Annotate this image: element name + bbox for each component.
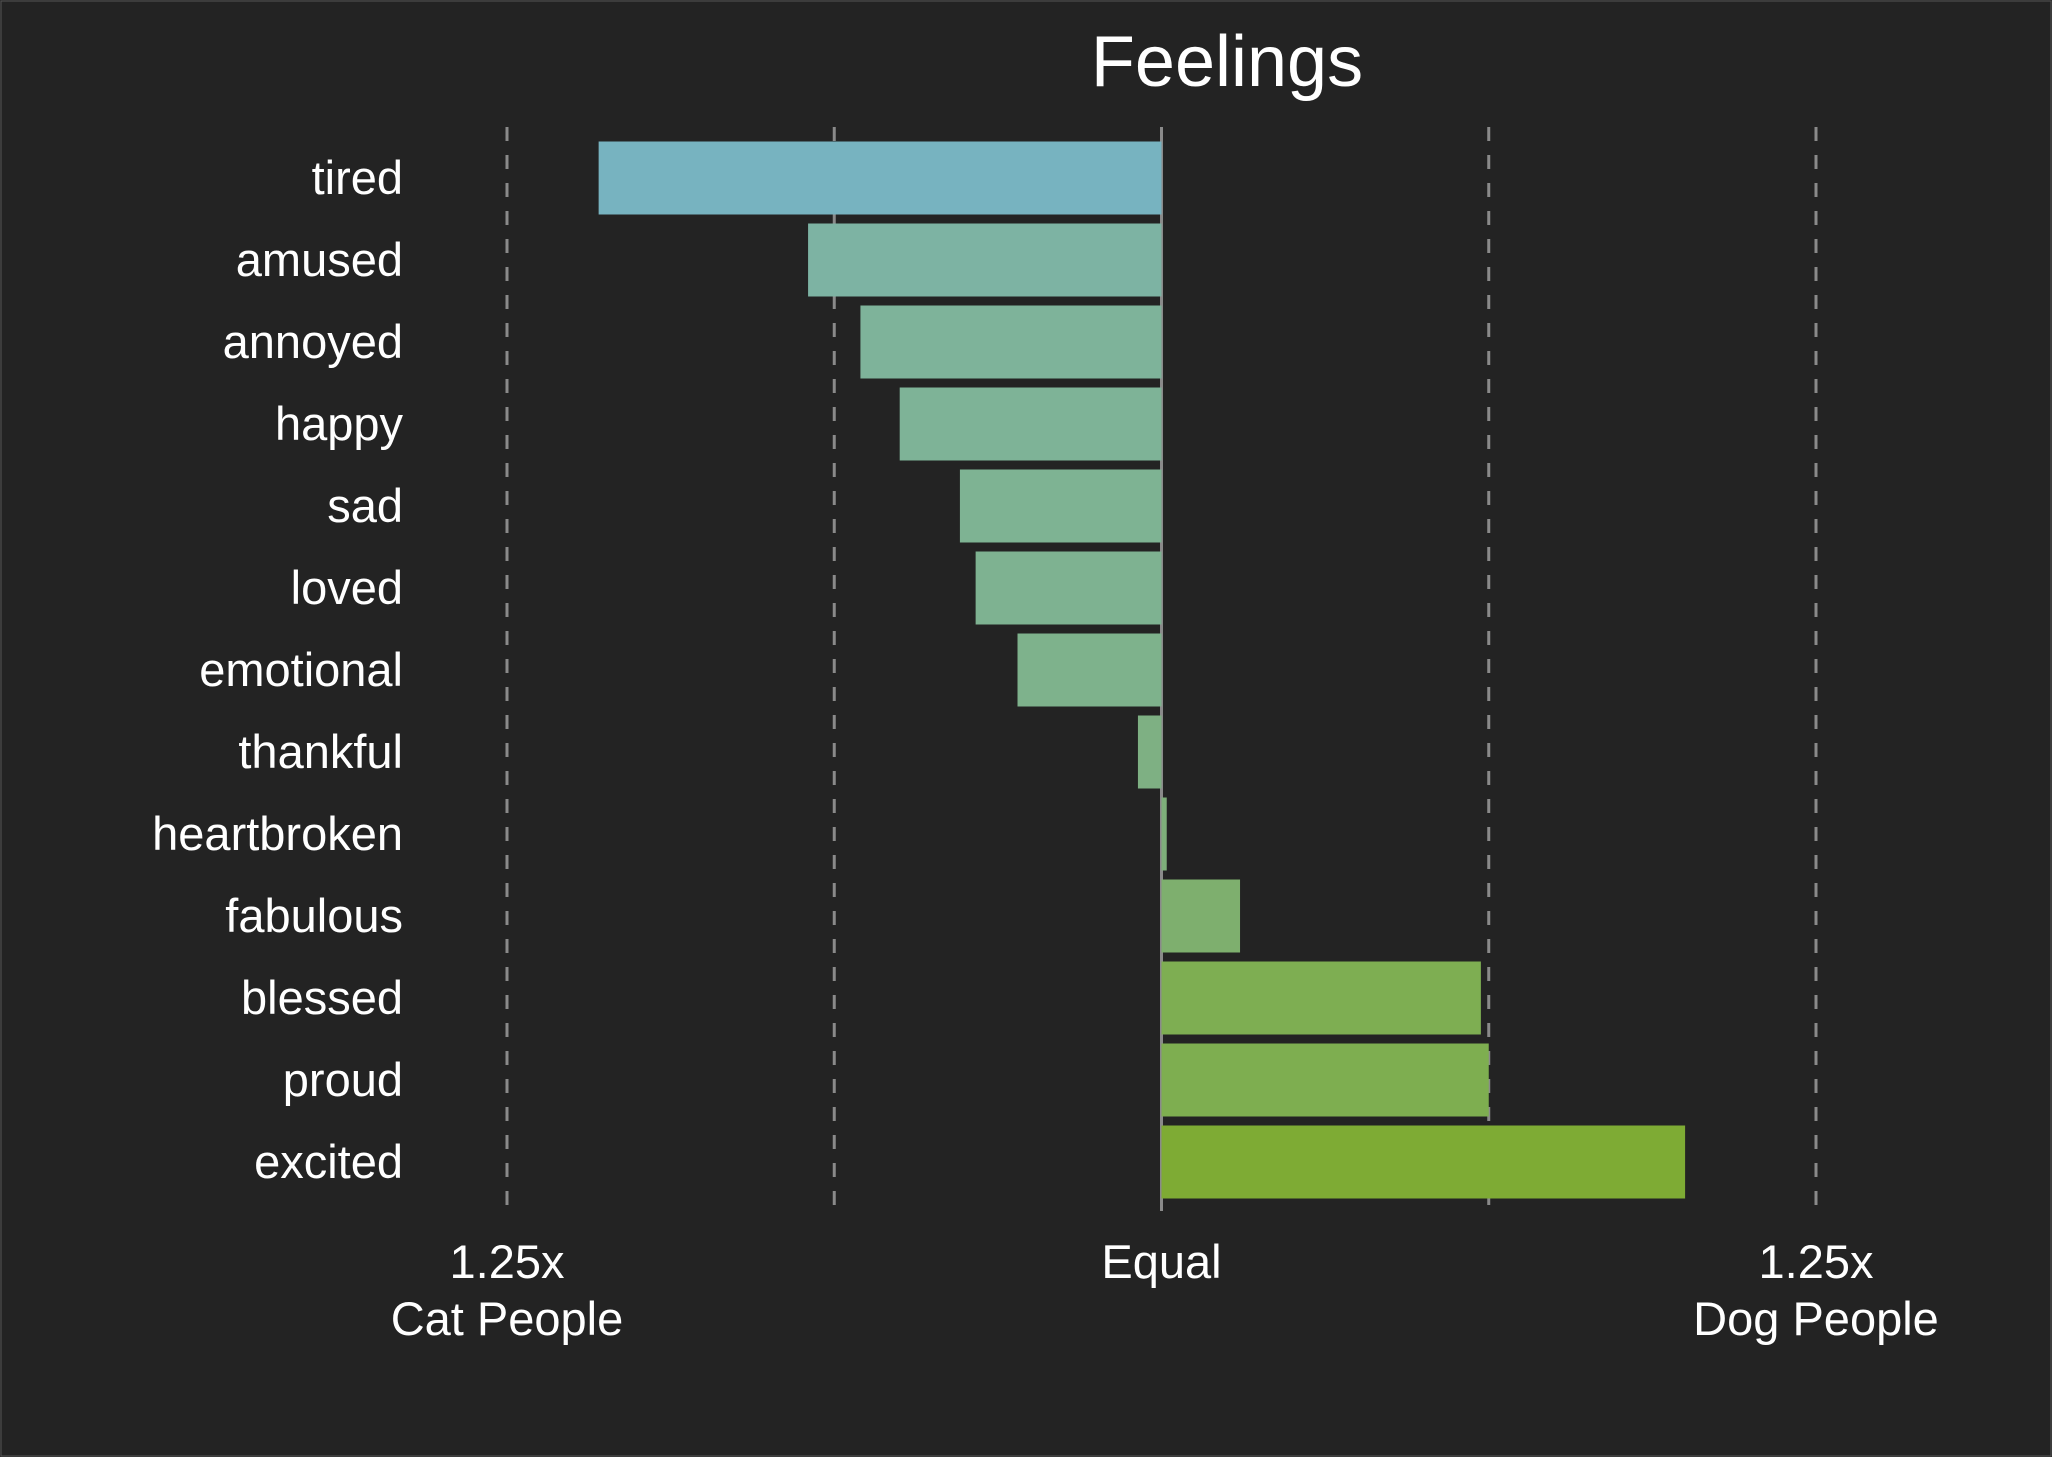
x-tick-sublabel: Cat People (391, 1292, 624, 1345)
bar-fabulous (1161, 879, 1241, 953)
category-label: tired (312, 151, 403, 204)
category-label: thankful (238, 725, 403, 778)
bar-emotional (1017, 633, 1162, 707)
bar-blessed (1161, 961, 1481, 1035)
bar-excited (1161, 1125, 1686, 1199)
bar-loved (975, 551, 1162, 625)
bar-sad (959, 469, 1162, 543)
bar-proud (1161, 1043, 1489, 1117)
bar-thankful (1137, 715, 1162, 789)
x-tick-label: Equal (1101, 1235, 1221, 1288)
category-label: annoyed (223, 315, 403, 368)
x-tick-sublabel: Dog People (1693, 1292, 1939, 1345)
bar-annoyed (860, 305, 1162, 379)
x-tick-label: 1.25x (1759, 1235, 1874, 1288)
category-label: happy (275, 397, 404, 450)
category-label: loved (291, 561, 403, 614)
chart-title: Feelings (1091, 22, 1363, 102)
bars (598, 141, 1686, 1199)
category-label: fabulous (225, 889, 403, 942)
bar-heartbroken (1161, 797, 1167, 871)
category-labels: tired amused annoyed happy sad loved emotional… (152, 151, 403, 1188)
category-label: blessed (241, 971, 403, 1024)
category-label: proud (283, 1053, 403, 1106)
category-label: excited (254, 1135, 403, 1188)
category-label: sad (327, 479, 403, 532)
x-tick-label: 1.25x (450, 1235, 565, 1288)
bar-happy (899, 387, 1162, 461)
bar-amused (808, 223, 1162, 297)
category-label: emotional (199, 643, 403, 696)
category-label: amused (236, 233, 403, 286)
bar-tired (598, 141, 1162, 215)
category-label: heartbroken (152, 807, 403, 860)
